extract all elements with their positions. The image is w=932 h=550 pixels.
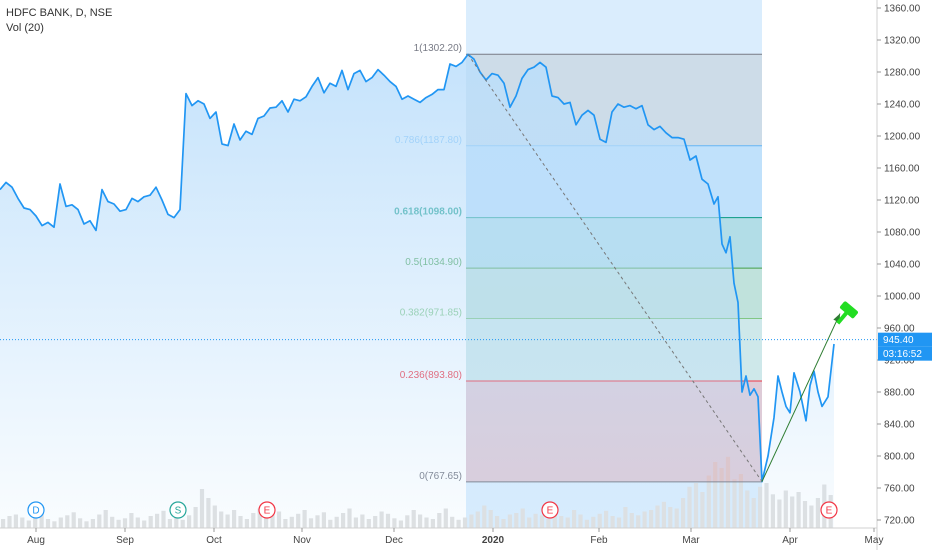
event-marker-circle bbox=[258, 501, 276, 519]
price-area bbox=[0, 53, 835, 529]
event-marker-letter: D bbox=[32, 506, 39, 517]
time-tick-label: Dec bbox=[385, 535, 403, 546]
time-axis[interactable]: Aug Sep Oct Nov Dec 2020 Feb Mar Apr May bbox=[0, 527, 884, 546]
time-tick-label: 2020 bbox=[482, 535, 505, 546]
projection-arrow-line bbox=[761, 313, 841, 482]
price-tick-label: 840.00 bbox=[884, 420, 915, 431]
event-marker-letter: E bbox=[264, 506, 271, 517]
price-tick-label: 1000.00 bbox=[884, 292, 921, 303]
current-price-tag bbox=[878, 332, 932, 347]
gavel-handle bbox=[836, 311, 849, 325]
gavel-head bbox=[839, 301, 858, 319]
time-tick-label: Aug bbox=[27, 535, 45, 546]
price-axis[interactable]: 720.00 760.00 800.00 840.00 880.00 920.00 960.… bbox=[876, 0, 921, 550]
event-marker-circle bbox=[820, 501, 838, 519]
countdown-value: 03:16:52 bbox=[883, 349, 922, 360]
time-tick-label: Sep bbox=[116, 535, 134, 546]
price-tick-label: 1080.00 bbox=[884, 228, 921, 239]
gavel-marker-icon bbox=[836, 301, 858, 325]
time-tick-label: Nov bbox=[293, 535, 311, 546]
trend-drawings[interactable] bbox=[467, 54, 859, 482]
price-area-fill bbox=[0, 54, 834, 529]
price-tick-label: 1040.00 bbox=[884, 260, 921, 271]
volume-indicator-label[interactable]: Vol (20) bbox=[6, 22, 44, 34]
price-tick-label: 1240.00 bbox=[884, 100, 921, 111]
event-marker-circle bbox=[169, 501, 187, 519]
fib-trend-line bbox=[467, 54, 763, 482]
chart-legend: HDFC BANK, D, NSE Vol (20) bbox=[6, 6, 112, 36]
price-tick-label: 960.00 bbox=[884, 324, 915, 335]
time-tick-label: Feb bbox=[590, 535, 608, 546]
price-tick-label: 760.00 bbox=[884, 484, 915, 495]
time-tick-label: Apr bbox=[782, 535, 798, 546]
event-marker-letter: E bbox=[547, 506, 554, 517]
price-tick-label: 1160.00 bbox=[884, 164, 920, 175]
countdown-tag bbox=[878, 346, 932, 361]
price-tick-label: 800.00 bbox=[884, 452, 915, 463]
price-tick-label: 920.00 bbox=[884, 356, 915, 367]
time-tick-label: Oct bbox=[206, 535, 222, 546]
price-tags: 945.40 03:16:52 bbox=[878, 332, 932, 361]
price-tick-label: 880.00 bbox=[884, 388, 915, 399]
event-marker-circle bbox=[27, 501, 45, 519]
symbol-title[interactable]: HDFC BANK, D, NSE bbox=[6, 7, 113, 19]
price-line bbox=[0, 53, 835, 483]
event-marker-circle bbox=[541, 501, 559, 519]
event-marker-letter: E bbox=[826, 506, 833, 517]
event-marker-letter: S bbox=[175, 506, 182, 517]
price-tick-label: 1200.00 bbox=[884, 132, 921, 143]
price-tick-label: 1280.00 bbox=[884, 68, 921, 79]
fib-level-label: 1(1302.20) bbox=[414, 43, 462, 54]
time-tick-label: May bbox=[865, 535, 884, 546]
current-price-value: 945.40 bbox=[883, 335, 914, 346]
price-tick-label: 1120.00 bbox=[884, 196, 920, 207]
time-tick-label: Mar bbox=[682, 535, 700, 546]
price-tick-label: 720.00 bbox=[884, 516, 915, 527]
price-tick-label: 1320.00 bbox=[884, 36, 921, 47]
price-tick-label: 1360.00 bbox=[884, 4, 921, 15]
